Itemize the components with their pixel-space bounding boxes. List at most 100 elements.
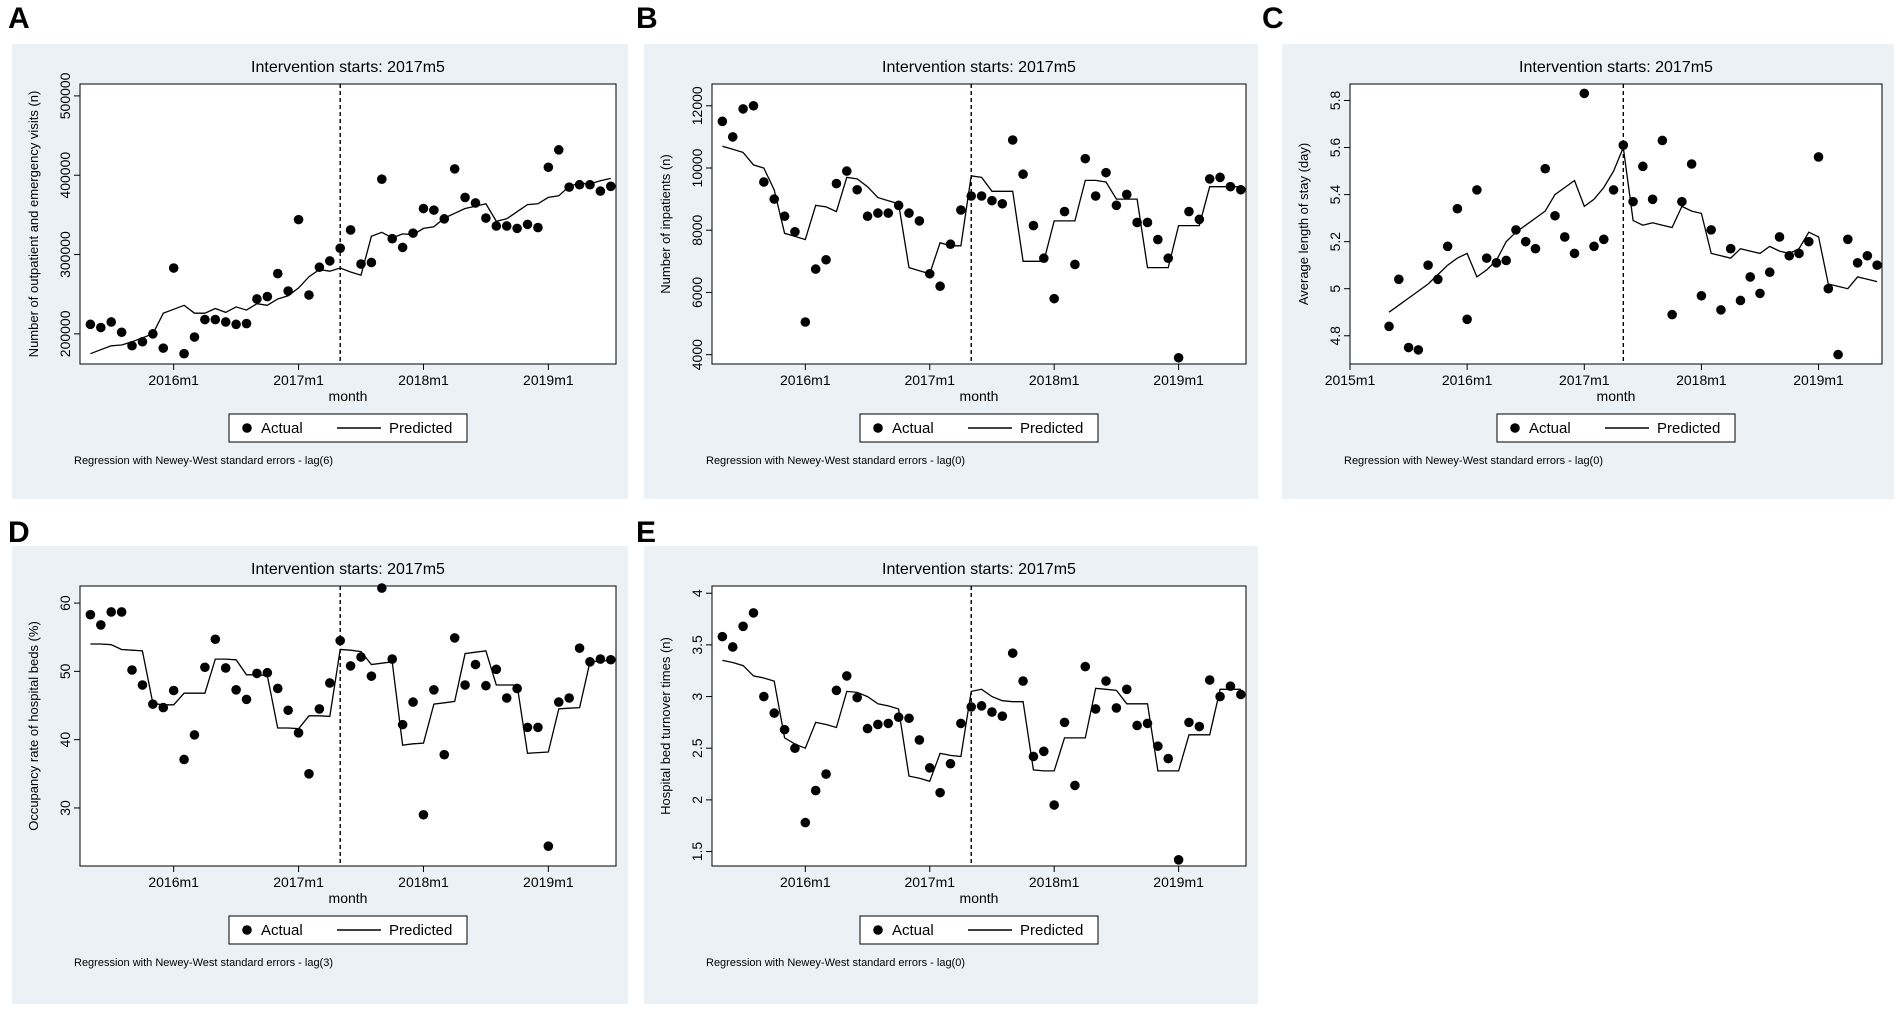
chart-c-y-tick-label: 5 [1327,285,1343,293]
chart-b-legend-predicted-label: Predicted [1020,420,1083,437]
chart-b-actual-point [759,177,769,187]
chart-c-actual-point [1511,225,1521,235]
chart-b-actual-point [1049,293,1059,304]
chart-d-actual-point [429,685,439,695]
panel-letter-c: C [1262,2,1284,35]
chart-a-legend-predicted-label: Predicted [389,420,452,437]
chart-b-actual-point [1173,352,1184,363]
chart-b-actual-point [1204,174,1215,184]
chart-c-note: Regression with Newey-West standard erro… [1344,455,1603,467]
chart-b-actual-point [935,281,945,292]
chart-a-actual-point [574,179,585,190]
chart-panel-d: Intervention starts: 2017m5 30 40 50 60 2016m… [12,546,628,1004]
chart-d-legend-actual-label: Actual [261,922,303,939]
chart-c-actual-point [1677,196,1687,207]
chart-d-actual-point [96,620,106,630]
chart-c-actual-point [1872,260,1882,270]
chart-d-actual-point [116,607,127,617]
chart-d-actual-point [137,680,148,690]
chart-a-legend-actual-label: Actual [261,420,303,437]
chart-d-actual-point [231,685,241,695]
chart-b-predicted-line [722,145,1241,275]
chart-c-actual-point [1423,260,1433,270]
chart-e-y-tick-label: 2.5 [689,738,705,758]
chart-d-y-tick-label: 60 [57,595,73,611]
chart-c-actual-point [1823,283,1834,294]
chart-e-actual-point [1236,689,1246,700]
chart-d-note: Regression with Newey-West standard erro… [74,957,333,969]
chart-e-actual-point [821,769,831,779]
chart-e-actual-point [1163,753,1174,764]
chart-a-actual-point [553,145,564,155]
chart-a-actual-point [449,164,460,174]
chart-b-y-tick-label: 12000 [689,86,705,125]
chart-d-actual-point [106,607,117,617]
chart-c-actual-point [1501,255,1511,266]
chart-e-actual-point [893,712,904,723]
chart-c-actual-point [1589,241,1599,252]
chart-a-actual-point [512,223,522,234]
chart-d-actual-point [501,693,512,703]
chart-d-actual-point [533,722,543,733]
chart-e-actual-point [790,743,800,754]
chart-d-actual-point [460,680,470,690]
chart-e-actual-point [1039,746,1049,757]
chart-b-y-tick-label: 4000 [689,339,705,370]
chart-c-actual-point [1462,314,1472,325]
panel-letter-d: D [8,516,30,549]
chart-c-y-tick-label: 5.6 [1327,138,1343,158]
chart-d-actual-point [127,665,137,675]
chart-c-y-tick-label: 5.8 [1327,91,1343,111]
chart-b-actual-point [1236,184,1246,195]
chart-d-legend-actual-marker [242,925,252,935]
chart-c-actual-point [1774,232,1785,242]
chart-b-actual-point [1070,259,1080,270]
chart-b-actual-point [727,132,738,142]
chart-panel-c: Intervention starts: 2017m5 4.8 5 5.2 5.4 5.6… [1282,44,1894,499]
chart-b-x-tick-label: 2017m1 [904,372,955,388]
chart-e-x-tick-label: 2017m1 [904,874,955,890]
chart-b-actual-point [1142,217,1153,228]
chart-c-actual-point [1638,161,1648,172]
chart-e-actual-point [945,758,956,769]
chart-e-y-tick-label: 2 [689,796,705,804]
chart-e-y-tick-label: 4 [689,589,705,597]
chart-c-actual-point [1745,272,1756,282]
chart-a-y-tick-label: 400000 [57,152,73,199]
chart-c-legend-actual-marker [1510,423,1520,433]
chart-e-actual-point [862,723,873,734]
plot-area [1349,83,1883,365]
chart-b-actual-point [883,208,894,218]
chart-c-actual-point [1442,241,1453,252]
chart-d-actual-point [335,635,345,646]
chart-a-x-tick-label: 2017m1 [273,372,324,388]
chart-e-actual-point [1153,741,1163,751]
chart-d-y-tick-label: 30 [57,800,73,816]
chart-d-x-axis-label: month [329,890,368,906]
chart-e-y-tick-label: 3 [689,692,705,700]
chart-a-actual-point [137,336,148,347]
chart-b-actual-point [997,198,1008,209]
panel-letter-b: B [636,2,658,35]
chart-e-note: Regression with Newey-West standard erro… [706,957,965,969]
chart-b-actual-point [1184,206,1194,217]
chart-d-actual-point [345,661,356,671]
chart-d-actual-point [210,634,221,645]
chart-c-actual-point [1618,140,1629,150]
chart-e-legend-actual-label: Actual [892,922,934,939]
chart-b-actual-point [1059,206,1070,217]
chart-a-actual-point [543,162,554,173]
chart-b-actual-point [1163,253,1174,264]
chart-a-actual-point [293,214,304,225]
chart-b-actual-point [956,205,966,215]
chart-svg: Intervention starts: 2017m5 200000 300000 4… [26,59,617,467]
chart-a-x-tick-label: 2019m1 [523,372,574,388]
chart-d-actual-point [241,694,252,705]
chart-b-actual-point [1039,253,1049,264]
chart-e-actual-point [748,608,759,618]
chart-a-y-axis-label: Number of outpatient and emergency visit… [26,91,41,358]
chart-d-actual-point [220,663,231,673]
chart-e-actual-point [935,787,945,798]
chart-a-actual-point [564,182,574,192]
chart-c-actual-point [1843,234,1853,245]
